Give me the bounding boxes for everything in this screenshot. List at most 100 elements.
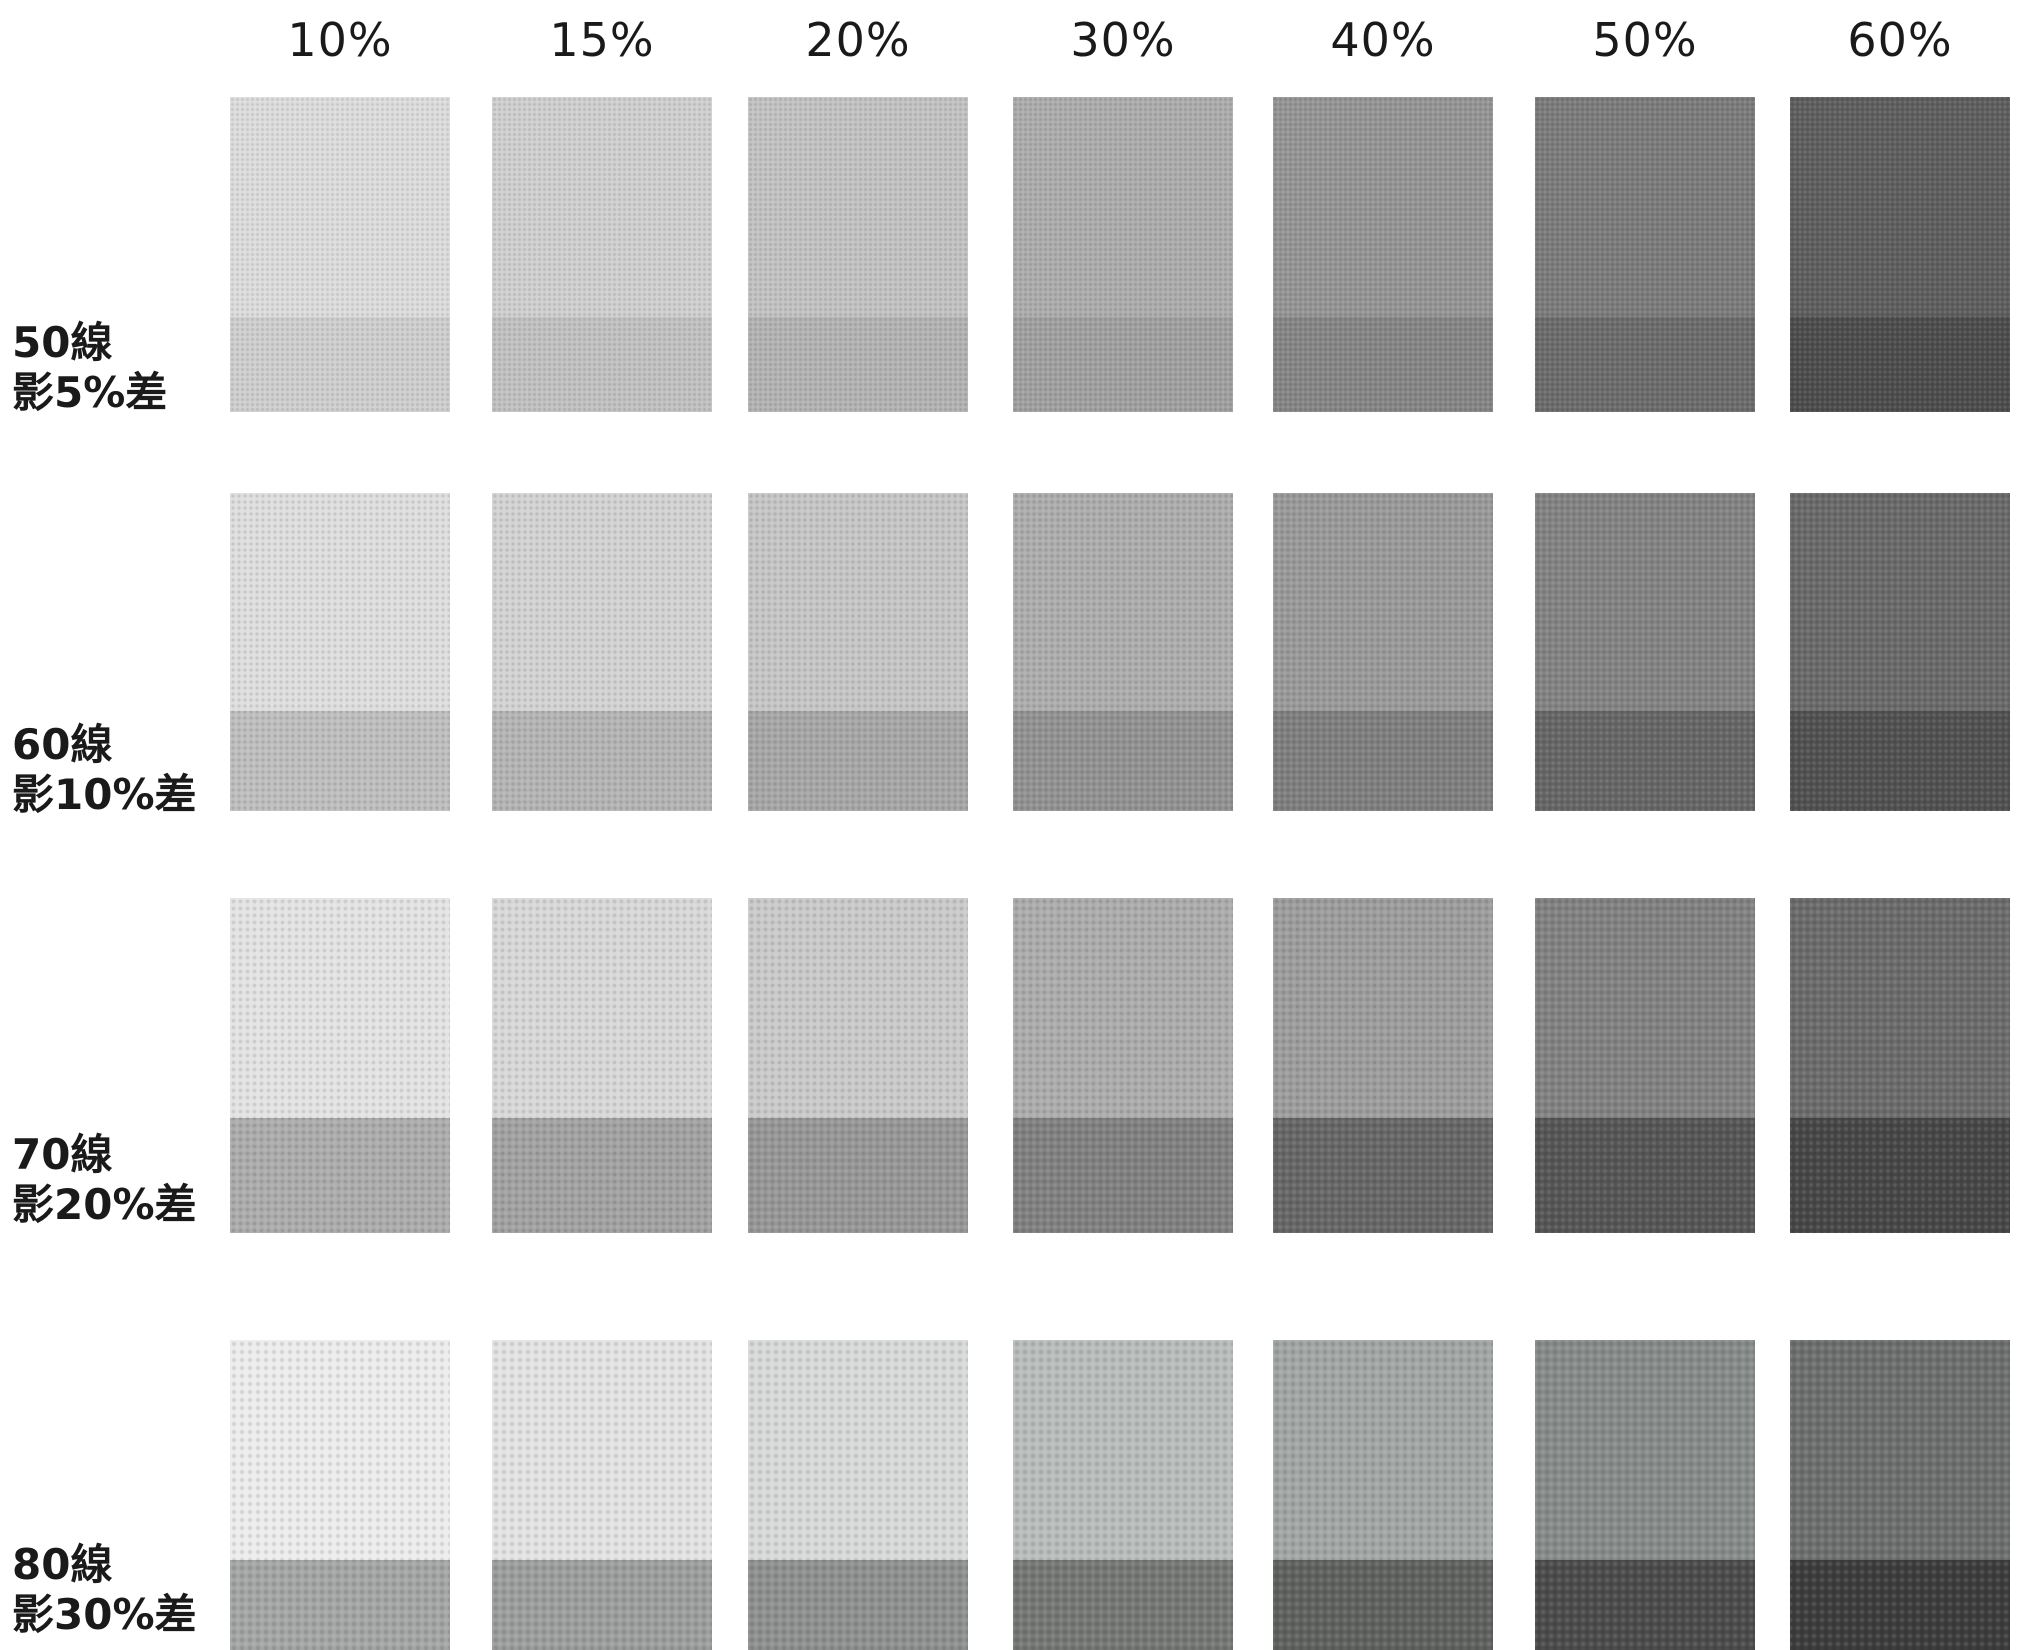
swatch-base-tone	[1273, 493, 1493, 711]
swatch-shadow-tone	[1273, 1560, 1493, 1650]
column-header-60pct: 60%	[1847, 13, 1953, 67]
halftone-swatch	[492, 1340, 712, 1650]
halftone-swatch	[230, 1340, 450, 1650]
halftone-swatch	[1013, 1340, 1233, 1650]
swatch-base-tone	[1535, 97, 1755, 317]
swatch-shadow-tone	[230, 1118, 450, 1233]
swatch-base-tone	[1273, 898, 1493, 1118]
halftone-swatch	[1273, 1340, 1493, 1650]
halftone-swatch	[1013, 898, 1233, 1233]
swatch-shadow-tone	[1273, 317, 1493, 412]
swatch-shadow-tone	[492, 711, 712, 811]
swatch-shadow-tone	[1790, 1560, 2010, 1650]
swatch-shadow-tone	[1273, 711, 1493, 811]
halftone-swatch	[230, 898, 450, 1233]
column-header-20pct: 20%	[805, 13, 911, 67]
swatch-shadow-tone	[492, 1118, 712, 1233]
swatch-base-tone	[492, 898, 712, 1118]
halftone-swatch	[748, 1340, 968, 1650]
swatch-shadow-tone	[230, 711, 450, 811]
swatch-base-tone	[748, 493, 968, 711]
row-label: 70線 影20%差	[12, 1130, 197, 1230]
halftone-swatch	[748, 898, 968, 1233]
swatch-shadow-tone	[492, 317, 712, 412]
swatch-shadow-tone	[1273, 1118, 1493, 1233]
halftone-swatch	[1790, 1340, 2010, 1650]
swatch-base-tone	[1535, 898, 1755, 1118]
halftone-swatch	[492, 493, 712, 811]
swatch-base-tone	[748, 1340, 968, 1560]
swatch-shadow-tone	[1535, 317, 1755, 412]
swatch-base-tone	[1013, 898, 1233, 1118]
swatch-base-tone	[1790, 97, 2010, 317]
halftone-swatch	[1013, 97, 1233, 412]
halftone-swatch	[1273, 493, 1493, 811]
row-shade-label: 影5%差	[12, 368, 168, 417]
halftone-swatch	[1790, 493, 2010, 811]
swatch-base-tone	[1013, 1340, 1233, 1560]
row-shade-label: 影30%差	[12, 1590, 197, 1639]
swatch-shadow-tone	[1790, 711, 2010, 811]
swatch-shadow-tone	[492, 1560, 712, 1650]
column-header-50pct: 50%	[1592, 13, 1698, 67]
halftone-swatch	[230, 97, 450, 412]
halftone-swatch	[1013, 493, 1233, 811]
column-header-15pct: 15%	[549, 13, 655, 67]
swatch-base-tone	[1273, 1340, 1493, 1560]
swatch-base-tone	[748, 898, 968, 1118]
swatch-base-tone	[1535, 1340, 1755, 1560]
swatch-base-tone	[492, 493, 712, 711]
swatch-shadow-tone	[1790, 317, 2010, 412]
swatch-base-tone	[1013, 493, 1233, 711]
swatch-shadow-tone	[748, 1560, 968, 1650]
halftone-swatch	[1790, 898, 2010, 1233]
swatch-shadow-tone	[1013, 1560, 1233, 1650]
swatch-base-tone	[230, 493, 450, 711]
swatch-base-tone	[492, 1340, 712, 1560]
swatch-base-tone	[1535, 493, 1755, 711]
column-header-30pct: 30%	[1070, 13, 1176, 67]
row-lines-label: 70線	[12, 1130, 113, 1179]
swatch-shadow-tone	[1013, 711, 1233, 811]
halftone-swatch	[1535, 97, 1755, 412]
swatch-shadow-tone	[1790, 1118, 2010, 1233]
halftone-swatch	[748, 493, 968, 811]
swatch-base-tone	[492, 97, 712, 317]
row-label: 60線 影10%差	[12, 720, 197, 820]
row-lines-label: 80線	[12, 1540, 113, 1589]
swatch-base-tone	[230, 1340, 450, 1560]
swatch-shadow-tone	[1535, 1560, 1755, 1650]
swatch-shadow-tone	[1013, 317, 1233, 412]
swatch-shadow-tone	[748, 1118, 968, 1233]
halftone-swatch	[1535, 898, 1755, 1233]
halftone-swatch	[1273, 97, 1493, 412]
halftone-swatch	[230, 493, 450, 811]
swatch-base-tone	[1790, 1340, 2010, 1560]
row-label: 80線 影30%差	[12, 1540, 197, 1640]
swatch-base-tone	[230, 898, 450, 1118]
swatch-base-tone	[1013, 97, 1233, 317]
halftone-swatch	[1535, 493, 1755, 811]
halftone-swatch	[492, 898, 712, 1233]
swatch-shadow-tone	[748, 711, 968, 811]
swatch-base-tone	[748, 97, 968, 317]
swatch-shadow-tone	[748, 317, 968, 412]
swatch-shadow-tone	[230, 1560, 450, 1650]
halftone-swatch	[1273, 898, 1493, 1233]
row-lines-label: 50線	[12, 318, 113, 367]
swatch-base-tone	[1790, 493, 2010, 711]
swatch-base-tone	[1273, 97, 1493, 317]
swatch-base-tone	[230, 97, 450, 317]
column-header-40pct: 40%	[1330, 13, 1436, 67]
row-lines-label: 60線	[12, 720, 113, 769]
halftone-swatch	[1535, 1340, 1755, 1650]
swatch-shadow-tone	[1535, 711, 1755, 811]
column-header-10pct: 10%	[287, 13, 393, 67]
halftone-swatch	[492, 97, 712, 412]
halftone-swatch	[1790, 97, 2010, 412]
row-shade-label: 影20%差	[12, 1180, 197, 1229]
swatch-shadow-tone	[1535, 1118, 1755, 1233]
swatch-shadow-tone	[1013, 1118, 1233, 1233]
row-shade-label: 影10%差	[12, 770, 197, 819]
row-label: 50線 影5%差	[12, 318, 167, 418]
